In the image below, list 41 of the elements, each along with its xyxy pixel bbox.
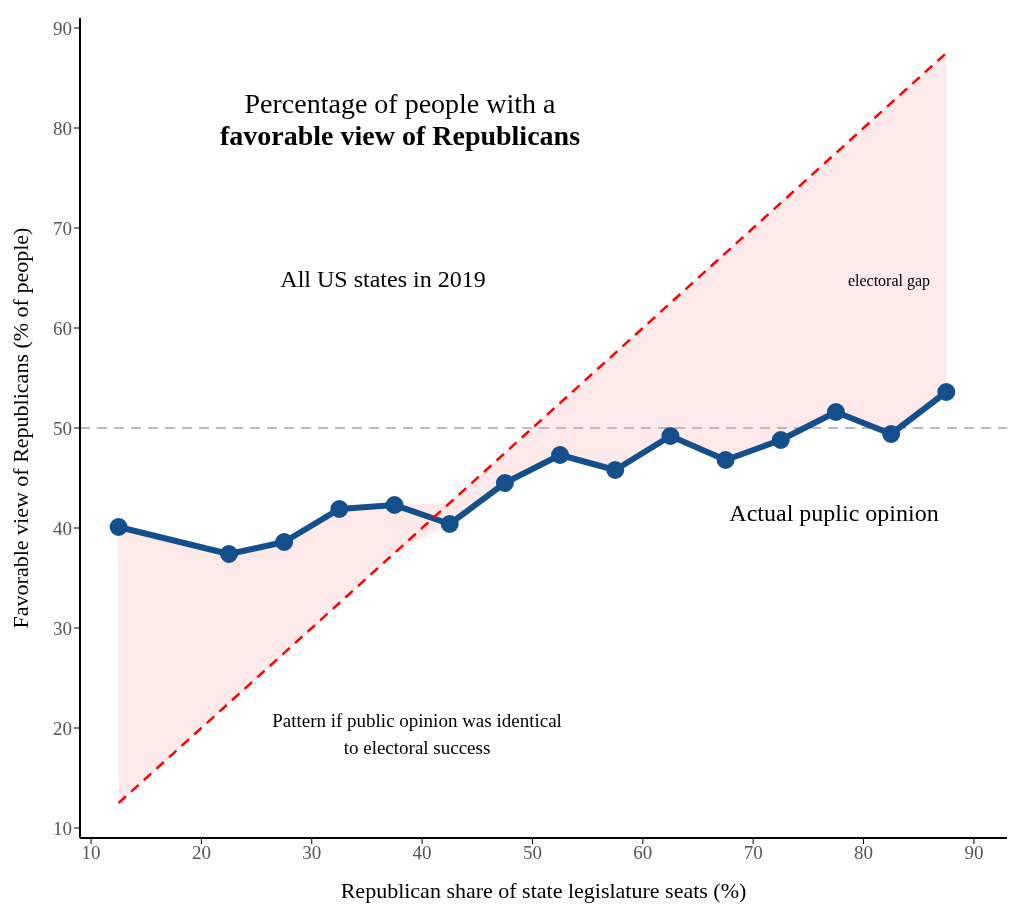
y-tick-label: 10: [53, 817, 72, 839]
x-tick-label: 40: [412, 842, 432, 864]
point: [495, 474, 514, 492]
point: [937, 383, 956, 401]
y-tick-label: 30: [53, 617, 72, 639]
y-tick-label: 50: [53, 417, 72, 439]
point: [219, 545, 238, 563]
annotation: Pattern if public opinion was identical to electoral success: [272, 709, 562, 760]
point: [716, 451, 735, 469]
y-tick-label: 70: [53, 217, 72, 239]
y-axis-title: Favorable view of Republicans (% of people): [7, 227, 33, 629]
x-tick-label: 60: [633, 842, 653, 864]
y-tick-label: 80: [53, 117, 72, 139]
y-tick-label: 40: [53, 517, 72, 539]
x-tick-label: 10: [81, 842, 101, 864]
annotation: Actual puplic opinion: [728, 499, 940, 528]
x-tick-label: 80: [854, 842, 874, 864]
y-tick-label: 90: [53, 17, 72, 39]
x-tick-label: 20: [191, 842, 211, 864]
annotation: electoral gap: [846, 271, 932, 292]
text: Percentage of people with a: [243, 88, 557, 120]
x-axis-title: Republican share of state legislature seats (%): [340, 878, 747, 903]
point: [109, 518, 128, 536]
text: favorable view of Republicans: [219, 120, 581, 152]
point: [385, 496, 404, 514]
point: [606, 461, 625, 479]
y-tick-label: 20: [53, 717, 72, 739]
y-tick-label: 60: [53, 317, 72, 339]
x-tick-label: 30: [302, 842, 322, 864]
x-tick-label: 90: [964, 842, 984, 864]
point: [551, 446, 570, 464]
point: [275, 533, 294, 551]
point: [882, 425, 901, 443]
point: [771, 431, 790, 449]
point: [826, 403, 845, 421]
point: [661, 427, 680, 445]
x-tick-label: 70: [743, 842, 763, 864]
point: [330, 500, 349, 518]
annotation: All US states in 2019: [279, 265, 487, 294]
x-tick-label: 50: [522, 842, 542, 864]
point: [440, 515, 459, 533]
